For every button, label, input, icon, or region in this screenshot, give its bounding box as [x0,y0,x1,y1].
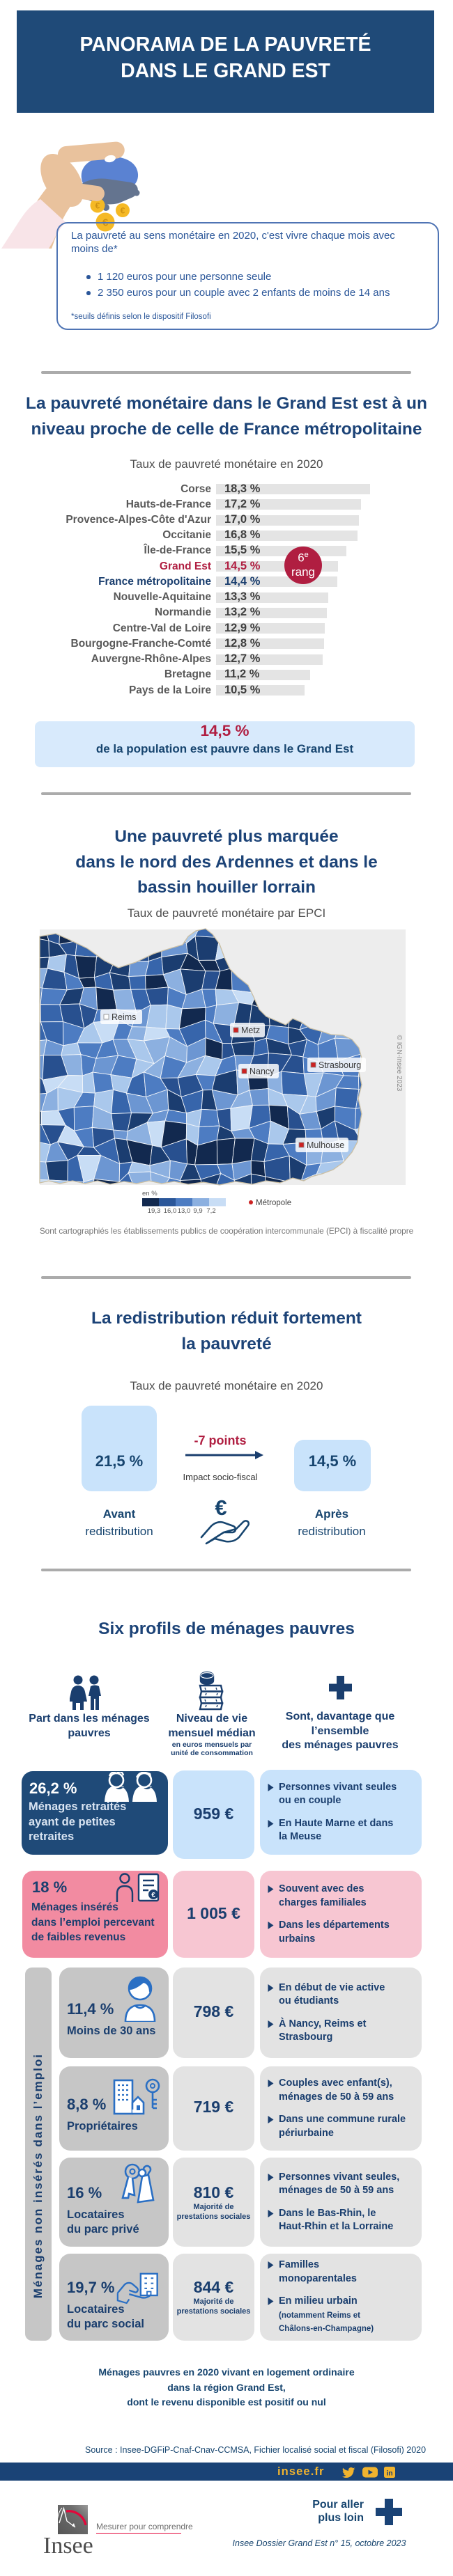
svg-text:© IGN-Insee 2023: © IGN-Insee 2023 [395,1035,403,1092]
svg-text:13,0: 13,0 [178,1207,191,1215]
svg-text:in: in [386,2469,392,2478]
svg-text:€: € [215,1495,227,1520]
svg-text:Nancy: Nancy [249,1067,275,1076]
svg-text:Métropole: Métropole [256,1199,291,1207]
svg-text:Strasbourg: Strasbourg [318,1060,361,1070]
svg-text:en %: en % [142,1190,158,1197]
svg-text:€: € [95,201,100,211]
svg-text:Reims: Reims [112,1012,136,1022]
svg-text:€: € [121,206,125,216]
svg-text:19,3: 19,3 [148,1207,161,1215]
svg-text:€: € [151,1892,155,1899]
svg-text:Mulhouse: Mulhouse [307,1140,344,1150]
svg-text:16,0: 16,0 [164,1207,177,1215]
svg-text:7,2: 7,2 [206,1207,215,1215]
svg-text:Metz: Metz [241,1026,260,1035]
svg-text:9,9: 9,9 [193,1207,202,1215]
